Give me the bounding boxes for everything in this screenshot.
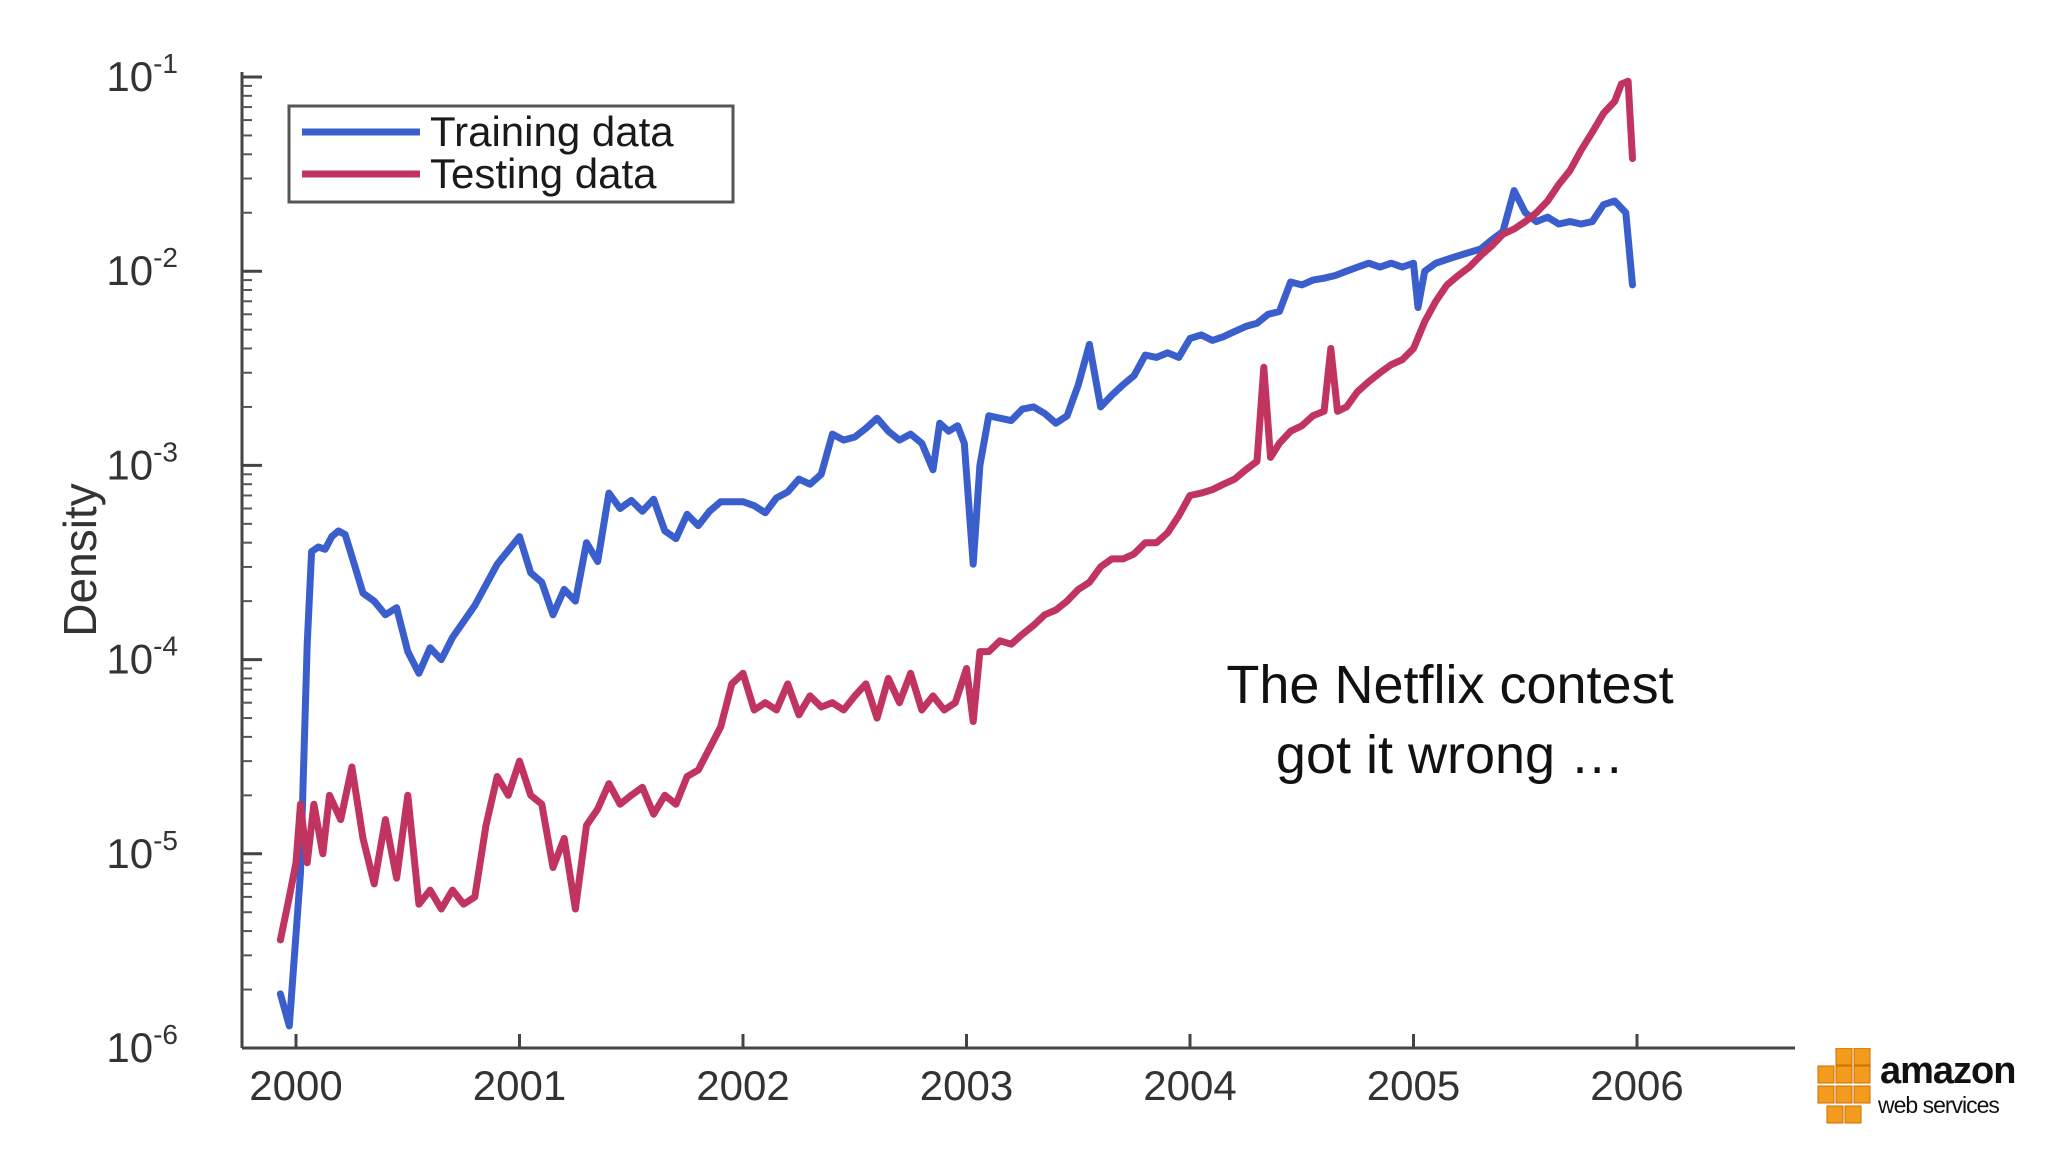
chart-series-layer bbox=[276, 77, 1636, 1030]
legend-box bbox=[287, 104, 735, 204]
x-tick-label: 2004 bbox=[1143, 1062, 1236, 1109]
logo-cube bbox=[1826, 1105, 1844, 1124]
logo-cube bbox=[1817, 1065, 1835, 1084]
logo-cube bbox=[1835, 1065, 1853, 1084]
chart-axes: 10-6 10-5 10-4 10-3 10-2 10-1 2000 2001 2002 2003… bbox=[54, 48, 1795, 1109]
y-tick-label: 10-1 bbox=[106, 48, 178, 100]
x-tick-label: 2006 bbox=[1590, 1062, 1683, 1109]
legend-entry: Training data bbox=[430, 108, 674, 155]
logo-cube bbox=[1817, 1085, 1835, 1104]
logo-cube bbox=[1835, 1048, 1853, 1066]
annotation-line-2: got it wrong … bbox=[1275, 725, 1625, 785]
amazon-web-services-logo: amazon web services bbox=[1814, 1048, 2036, 1128]
x-tick-label: 2000 bbox=[249, 1062, 342, 1109]
logo-cube bbox=[1835, 1085, 1853, 1104]
chart-annotation: The Netflix contest got it wrong … bbox=[1150, 650, 1750, 790]
y-tick-label: 10-5 bbox=[106, 825, 178, 877]
y-axis-label: Density bbox=[54, 483, 106, 636]
series-line-testing-data bbox=[276, 77, 1636, 944]
series-line-training-data bbox=[276, 187, 1636, 1030]
legend-entry: Testing data bbox=[430, 150, 657, 197]
logo-cube bbox=[1853, 1048, 1871, 1066]
y-tick-label: 10-6 bbox=[106, 1019, 178, 1071]
logo-wordmark: amazon bbox=[1880, 1050, 2016, 1092]
x-tick-label: 2005 bbox=[1367, 1062, 1460, 1109]
logo-boxes-icon bbox=[1817, 1048, 1871, 1124]
y-tick-label: 10-4 bbox=[106, 631, 178, 683]
logo-cube bbox=[1853, 1065, 1871, 1084]
logo-subtitle: web services bbox=[1878, 1092, 2000, 1118]
y-tick-label: 10-3 bbox=[106, 436, 178, 488]
logo-cube bbox=[1853, 1085, 1871, 1104]
x-tick-label: 2001 bbox=[473, 1062, 566, 1109]
y-tick-label: 10-2 bbox=[106, 242, 178, 294]
annotation-line-1: The Netflix contest bbox=[1226, 655, 1674, 715]
logo-cube bbox=[1844, 1105, 1862, 1124]
x-tick-label: 2003 bbox=[920, 1062, 1013, 1109]
x-tick-label: 2002 bbox=[696, 1062, 789, 1109]
